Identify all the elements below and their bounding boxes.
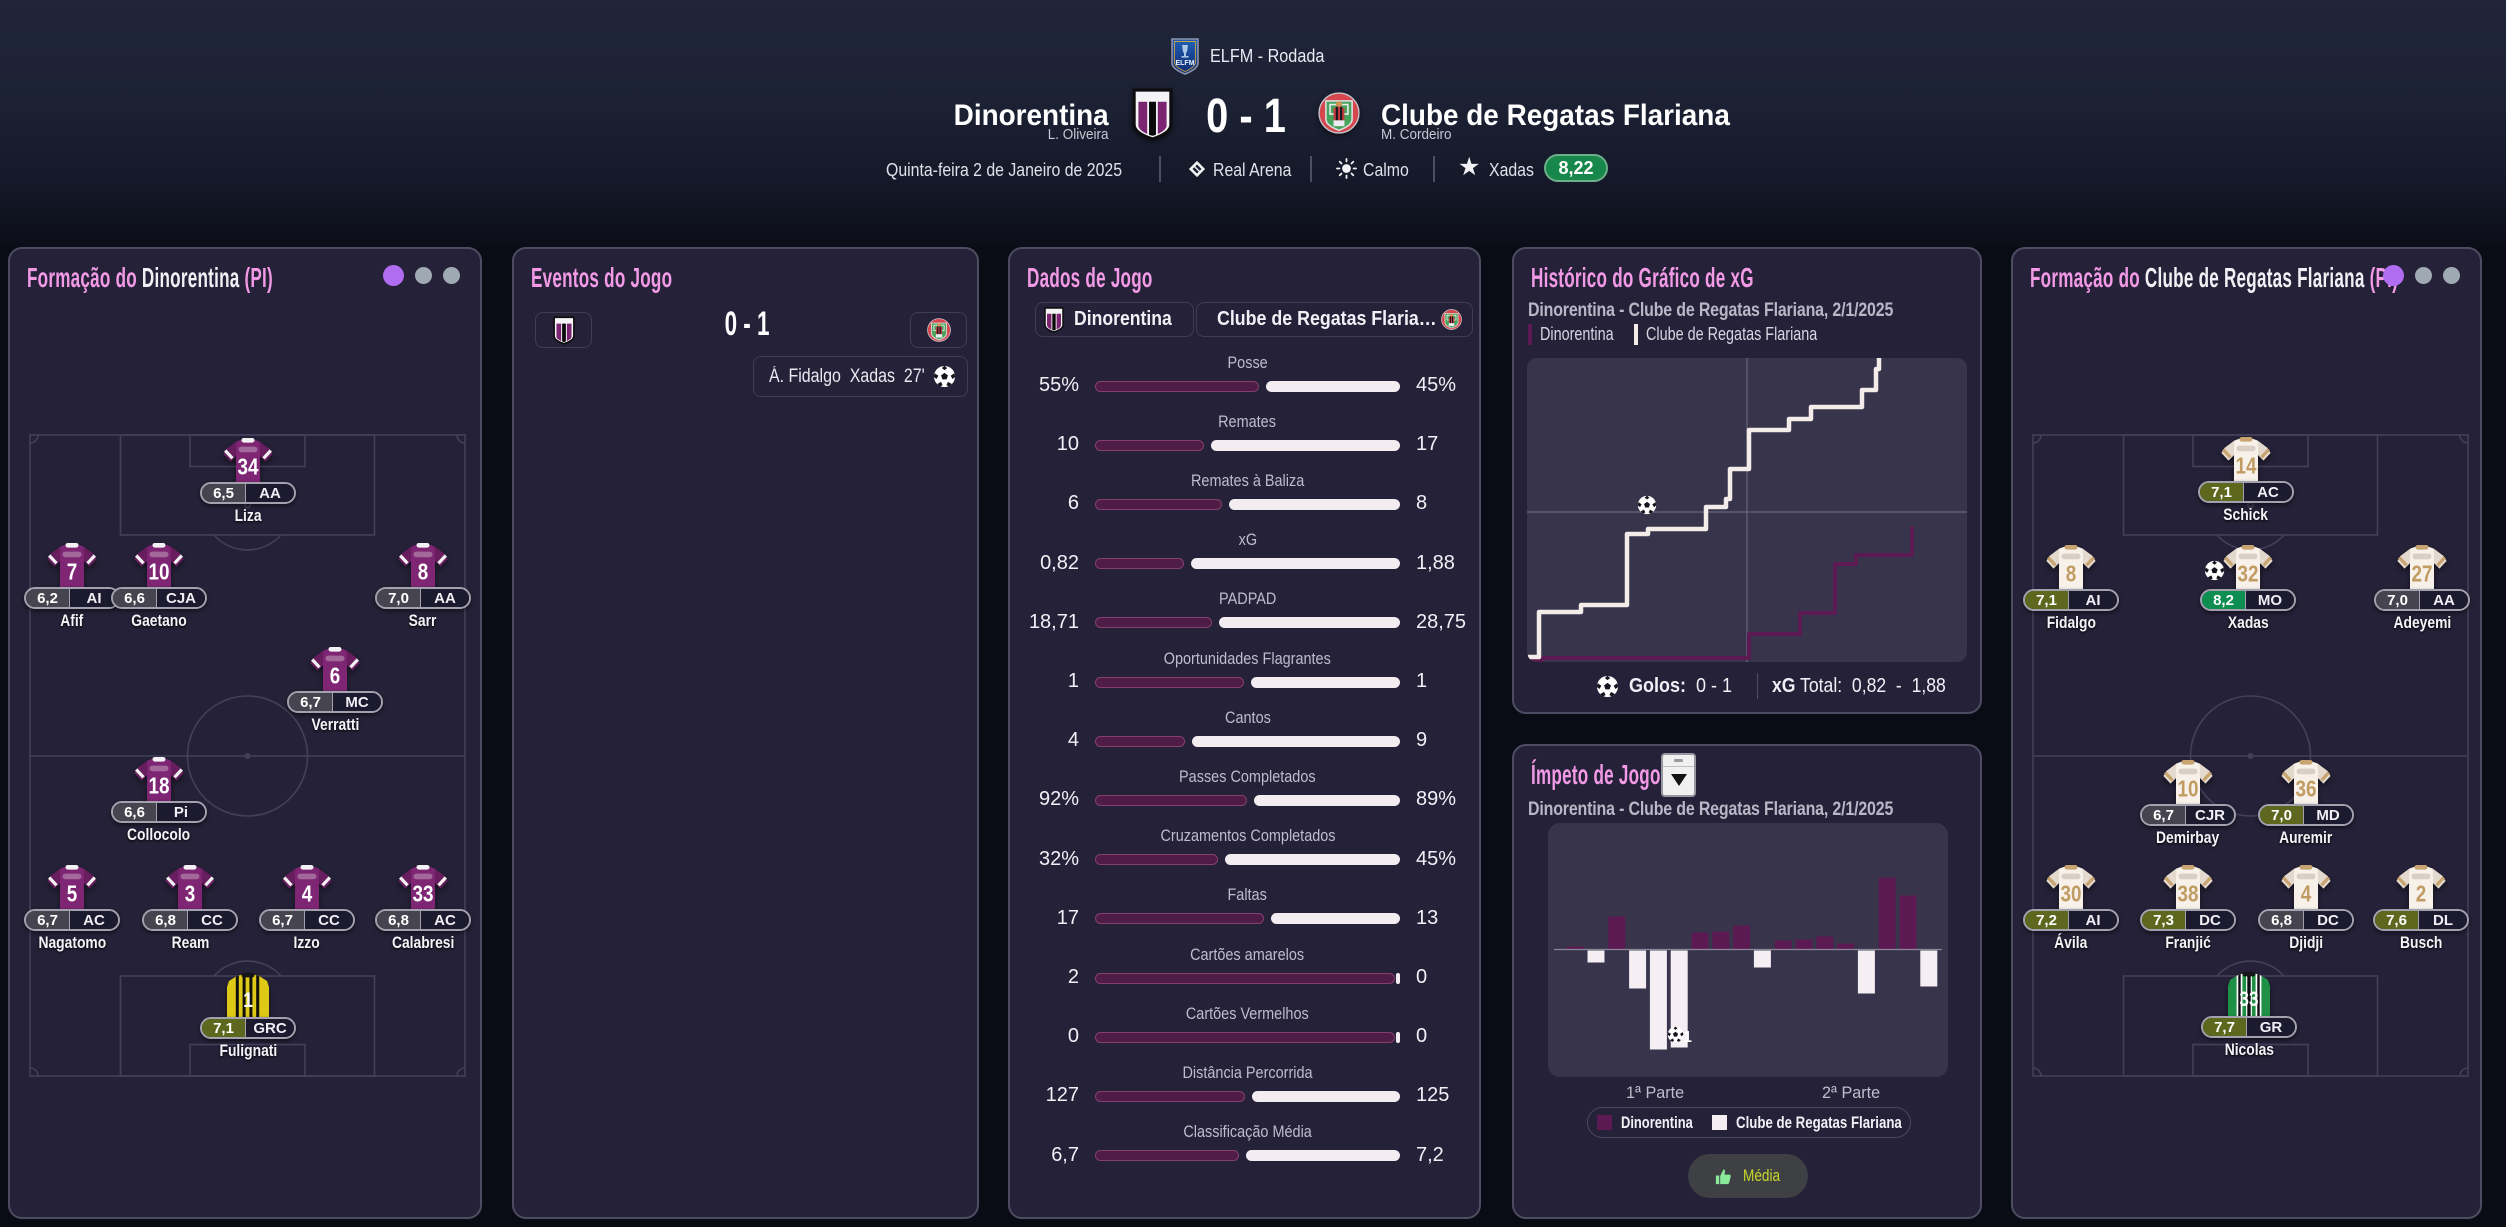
- svg-text:ELFM: ELFM: [1175, 60, 1194, 67]
- svg-text:33: 33: [2239, 989, 2258, 1012]
- svg-text:14: 14: [2236, 454, 2257, 479]
- svg-text:30: 30: [2061, 882, 2082, 907]
- svg-text:10: 10: [149, 560, 170, 585]
- svg-text:34: 34: [238, 455, 259, 480]
- svg-text:3: 3: [185, 882, 195, 907]
- svg-text:10: 10: [2178, 777, 2199, 802]
- svg-text:38: 38: [2178, 882, 2199, 907]
- svg-text:1: 1: [243, 990, 253, 1013]
- svg-text:18: 18: [149, 774, 170, 799]
- svg-text:7: 7: [67, 560, 77, 585]
- svg-text:6: 6: [330, 664, 340, 689]
- svg-text:2: 2: [2416, 882, 2426, 907]
- svg-text:8: 8: [2066, 562, 2077, 587]
- svg-text:5: 5: [67, 882, 78, 907]
- svg-text:27: 27: [2412, 562, 2433, 587]
- svg-text:8: 8: [418, 560, 429, 585]
- svg-text:32: 32: [2238, 562, 2259, 587]
- svg-text:4: 4: [2301, 882, 2312, 907]
- svg-text:4: 4: [302, 882, 313, 907]
- svg-text:33: 33: [413, 882, 434, 907]
- svg-text:36: 36: [2296, 777, 2317, 802]
